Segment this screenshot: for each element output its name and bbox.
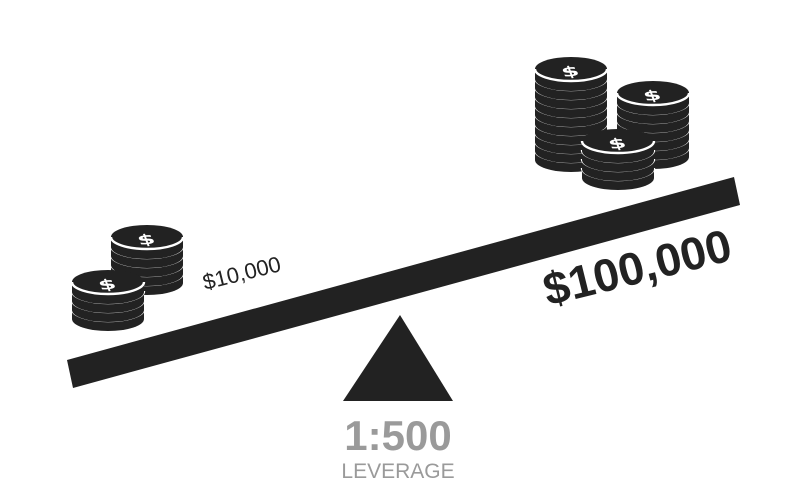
leverage-caption: LEVERAGE (341, 460, 454, 483)
seesaw-plank (67, 177, 740, 388)
leverage-ratio: 1:500 (344, 412, 451, 459)
dollar-icon: $ (95, 275, 118, 293)
coin-stack-icon: $ (533, 55, 609, 174)
triangle-fulcrum (343, 315, 453, 401)
coin-stack-icon: $ (615, 79, 691, 171)
dollar-icon: $ (134, 230, 157, 248)
coin-stack-icon: $ (109, 223, 185, 297)
small-amount-label: $10,000 (200, 251, 283, 294)
small-coin-stacks: $ $ (70, 223, 185, 333)
dollar-icon: $ (558, 62, 581, 80)
coin-stack-icon: $ (580, 127, 656, 192)
large-coin-stacks: $ $ $ (533, 55, 691, 192)
dollar-icon: $ (640, 86, 663, 104)
coin-stack-icon: $ (70, 268, 146, 333)
dollar-icon: $ (605, 134, 628, 152)
